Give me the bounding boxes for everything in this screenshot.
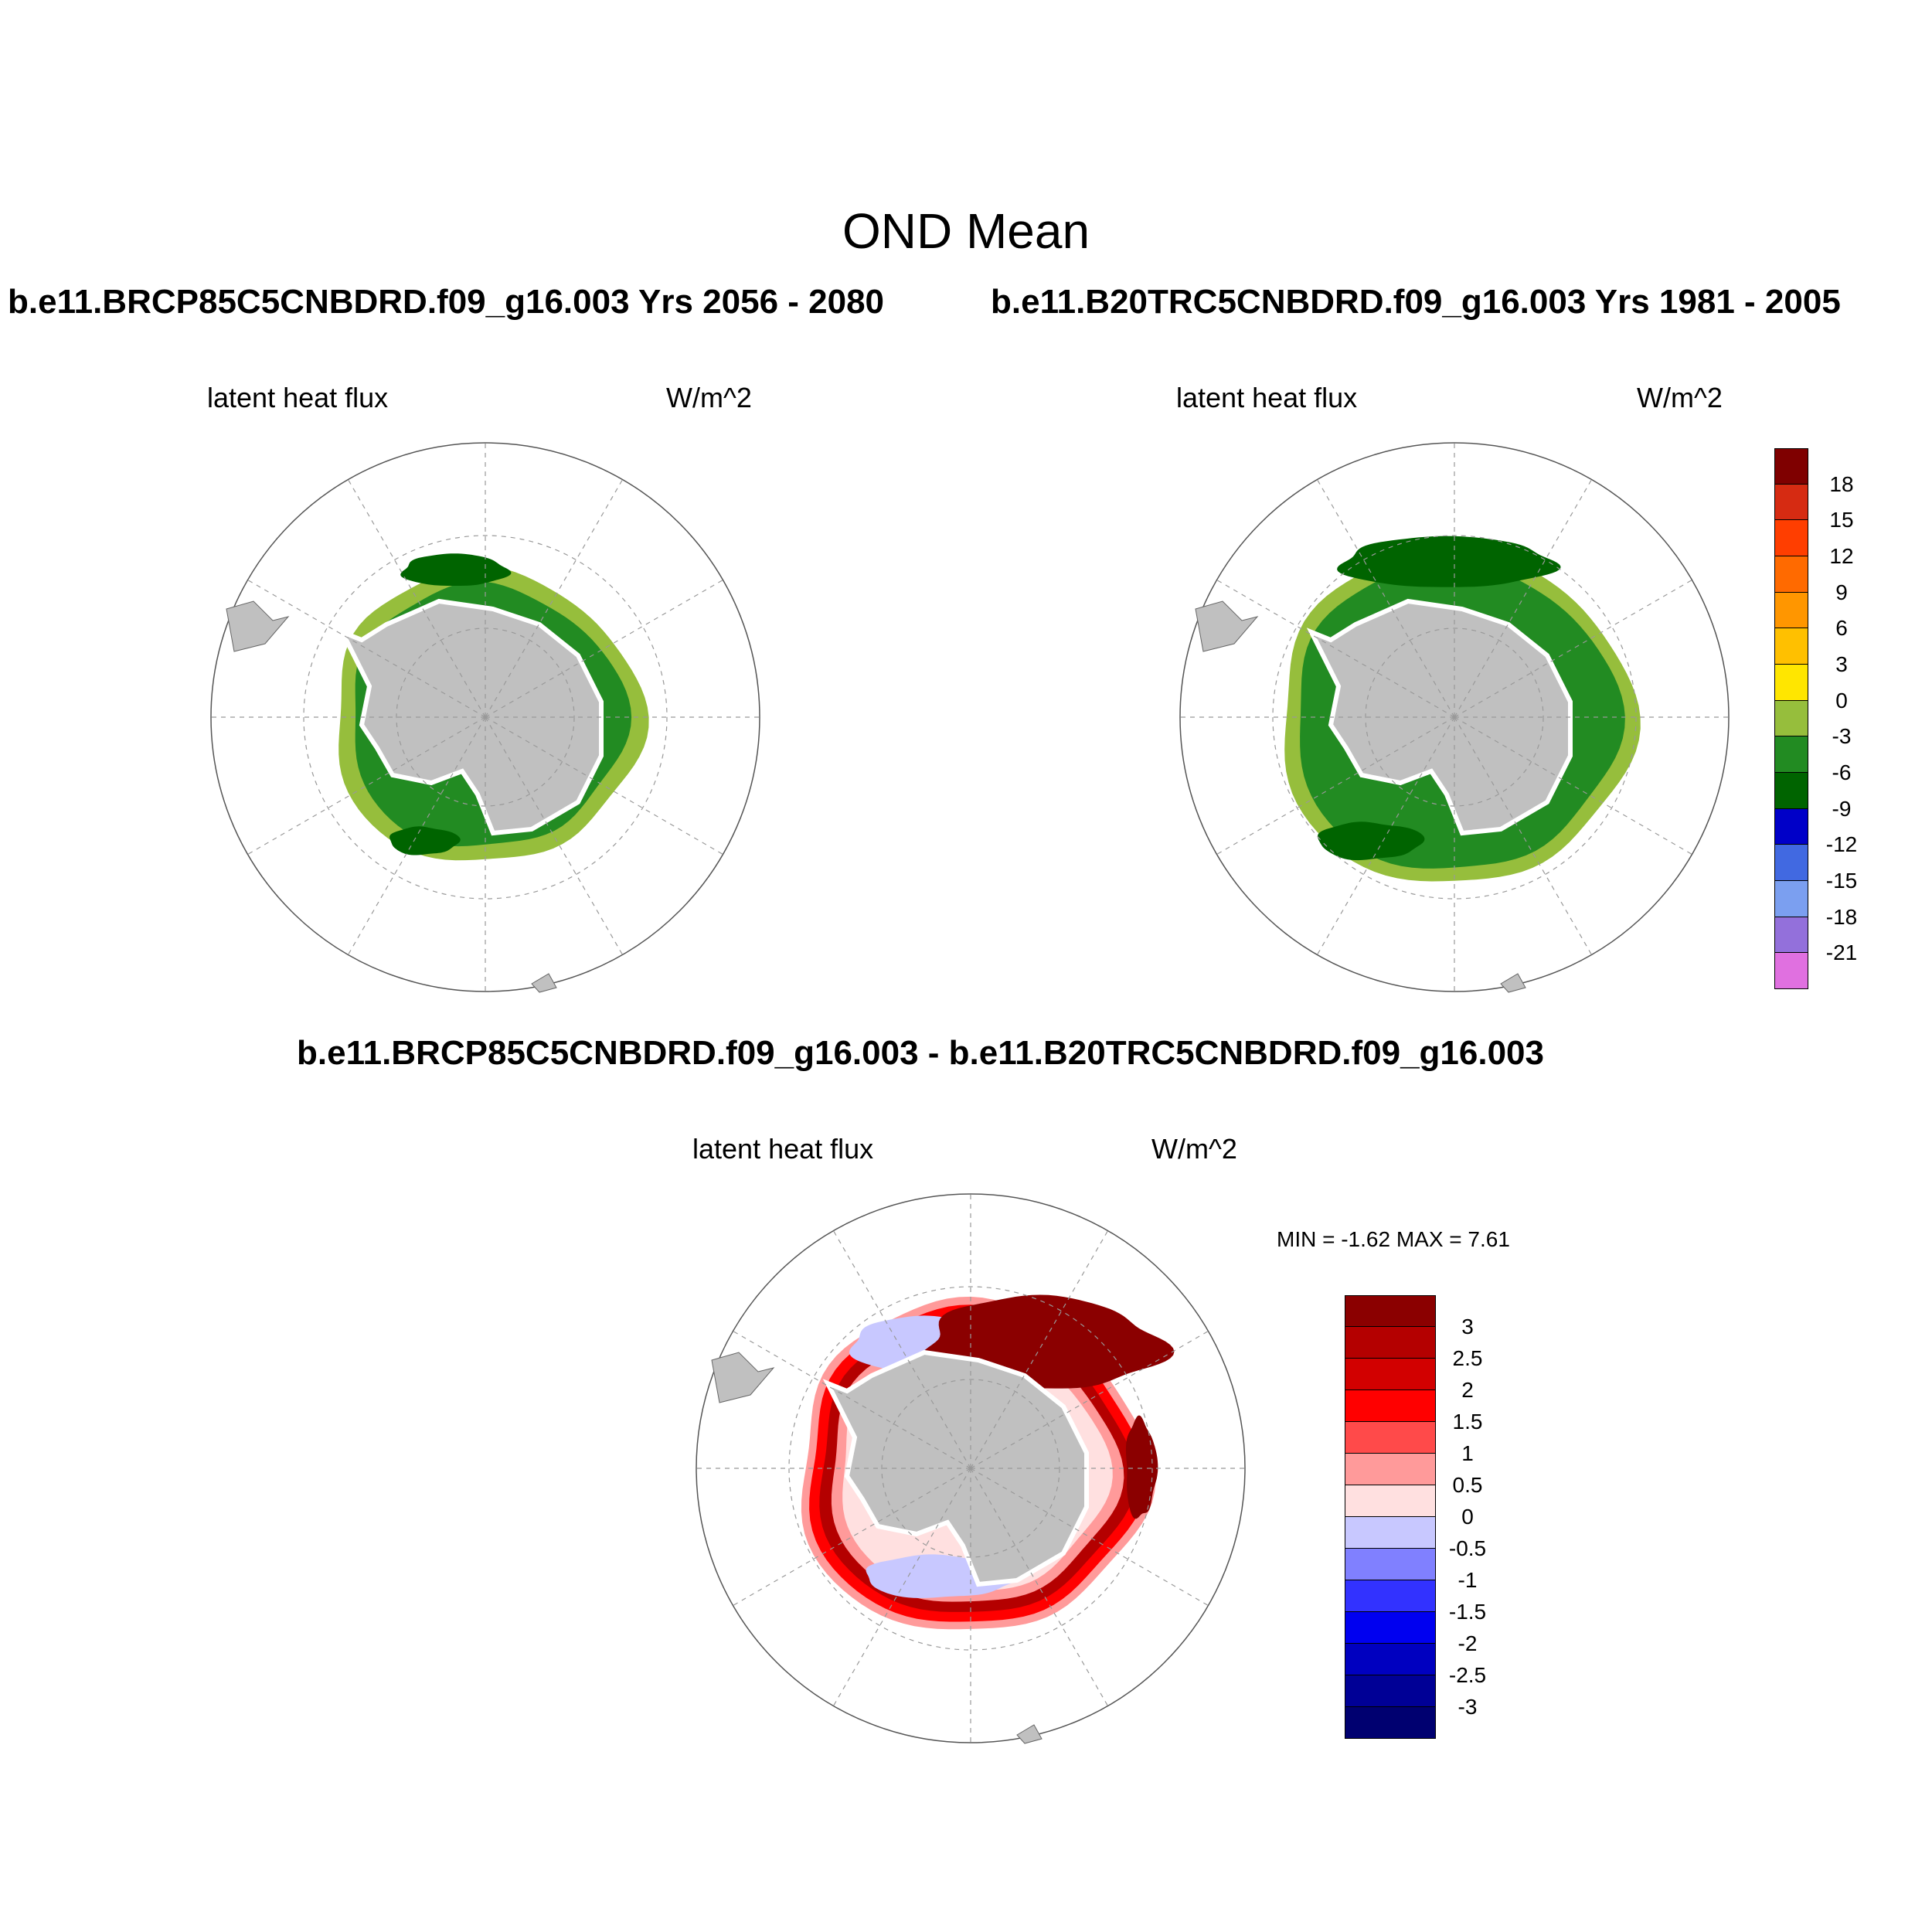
colorbar-label: 3	[1835, 652, 1848, 676]
diff-variable-label: latent heat flux	[692, 1133, 874, 1165]
colorbar-box	[1345, 1485, 1436, 1517]
colorbar-box	[1345, 1644, 1436, 1675]
colorbar-box	[1345, 1549, 1436, 1580]
top-left-units-label: W/m^2	[666, 382, 752, 413]
flux-core-dark-green	[1318, 821, 1425, 861]
colorbar-box	[1345, 1390, 1436, 1422]
colorbar-box	[1345, 1422, 1436, 1454]
colorbar-box	[1345, 1454, 1436, 1485]
figure-title: OND Mean	[842, 203, 1090, 259]
diff-case-title: b.e11.BRCP85C5CNBDRD.f09_g16.003 - b.e11…	[297, 1034, 1544, 1072]
colorbar-label: 1	[1461, 1441, 1474, 1465]
top-right-polar-map	[1179, 442, 1730, 993]
latitude-circle	[881, 1379, 1060, 1558]
colorbar-box	[1774, 845, 1808, 881]
flux-core-dark-green	[400, 553, 512, 586]
main-colorbar: 18 15 12 9 6 3 0 -3 -6 -9 -12 -15 -18 -21	[1774, 448, 1857, 989]
map-grid	[696, 1194, 1245, 1743]
top-right-variable-label: latent heat flux	[1176, 382, 1358, 413]
colorbar-box	[1774, 700, 1808, 737]
top-left-polar-map	[210, 442, 760, 993]
map-grid	[211, 443, 760, 992]
south-america-tip	[1195, 600, 1259, 652]
colorbar-label: -15	[1825, 869, 1858, 893]
colorbar-label: 0	[1835, 688, 1848, 713]
top-right-case-title: b.e11.B20TRC5CNBDRD.f09_g16.003 Yrs 1981…	[991, 283, 1841, 321]
latitude-circle	[788, 1286, 1153, 1651]
colorbar-box	[1345, 1707, 1436, 1739]
colorbar-box	[1774, 556, 1808, 593]
colorbar-label: 12	[1829, 544, 1854, 568]
colorbar-label: -9	[1832, 796, 1852, 821]
colorbar-label: -3	[1458, 1695, 1478, 1719]
colorbar-box	[1774, 808, 1808, 845]
colorbar-box	[1345, 1675, 1436, 1707]
colorbar-label: -12	[1825, 832, 1858, 857]
colorbar-label: -2	[1458, 1631, 1478, 1655]
latitude-circle	[303, 535, 668, 900]
colorbar-box	[1345, 1612, 1436, 1644]
colorbar-label: 0	[1461, 1505, 1474, 1529]
top-left-variable-label: latent heat flux	[207, 382, 389, 413]
colorbar-box	[1774, 665, 1808, 701]
flux-core-dark-green	[389, 826, 461, 855]
latitude-circle	[1272, 535, 1637, 900]
colorbar-box	[1774, 520, 1808, 556]
diff-units-label: W/m^2	[1151, 1133, 1237, 1165]
colorbar-label: 6	[1835, 616, 1848, 641]
diff-colorbar: 3 2.5 2 1.5 1 0.5 0 -0.5 -1 -1.5 -2 -2.5 -3	[1345, 1295, 1486, 1739]
south-america-tip	[226, 600, 290, 652]
colorbar-label: 2	[1461, 1378, 1474, 1402]
south-america-tip	[711, 1352, 775, 1403]
colorbar-box	[1774, 592, 1808, 629]
colorbar-box	[1774, 917, 1808, 954]
top-left-case-title: b.e11.BRCP85C5CNBDRD.f09_g16.003 Yrs 205…	[8, 283, 885, 321]
colorbar-box	[1774, 628, 1808, 665]
colorbar-label: 2.5	[1452, 1346, 1483, 1370]
colorbar-label: 9	[1835, 580, 1848, 604]
colorbar-box	[1774, 448, 1808, 485]
colorbar-label: 18	[1829, 471, 1854, 496]
colorbar-label: -21	[1825, 940, 1858, 965]
diff-polar-map	[696, 1193, 1246, 1744]
colorbar-box	[1774, 773, 1808, 809]
colorbar-box	[1345, 1327, 1436, 1359]
new-zealand-landmass	[1016, 1724, 1043, 1744]
colorbar-label: 1.5	[1452, 1410, 1483, 1434]
colorbar-label: -6	[1832, 760, 1852, 784]
new-zealand-landmass	[1500, 973, 1526, 993]
colorbar-box	[1345, 1580, 1436, 1612]
colorbar-label: -1.5	[1448, 1600, 1487, 1624]
latitude-circle	[1365, 628, 1544, 807]
new-zealand-landmass	[531, 973, 557, 993]
colorbar-box	[1345, 1295, 1436, 1327]
colorbar-label: -0.5	[1448, 1536, 1487, 1560]
diff-minmax-label: MIN = -1.62 MAX = 7.61	[1277, 1227, 1510, 1251]
colorbar-box	[1774, 736, 1808, 773]
colorbar-label: 15	[1829, 508, 1854, 532]
colorbar-box	[1774, 953, 1808, 989]
colorbar-box	[1345, 1359, 1436, 1390]
flux-core-dark-green	[1337, 536, 1561, 587]
colorbar-box	[1345, 1517, 1436, 1549]
colorbar-label: -18	[1825, 904, 1858, 929]
colorbar-box	[1774, 881, 1808, 917]
map-grid	[1180, 443, 1729, 992]
colorbar-label: 0.5	[1452, 1473, 1483, 1497]
colorbar-label: -3	[1832, 724, 1852, 749]
latitude-circle	[396, 628, 575, 807]
colorbar-label: 3	[1461, 1315, 1474, 1338]
colorbar-box	[1774, 484, 1808, 521]
colorbar-label: -1	[1458, 1568, 1478, 1592]
colorbar-label: -2.5	[1448, 1663, 1487, 1687]
top-right-units-label: W/m^2	[1637, 382, 1723, 413]
